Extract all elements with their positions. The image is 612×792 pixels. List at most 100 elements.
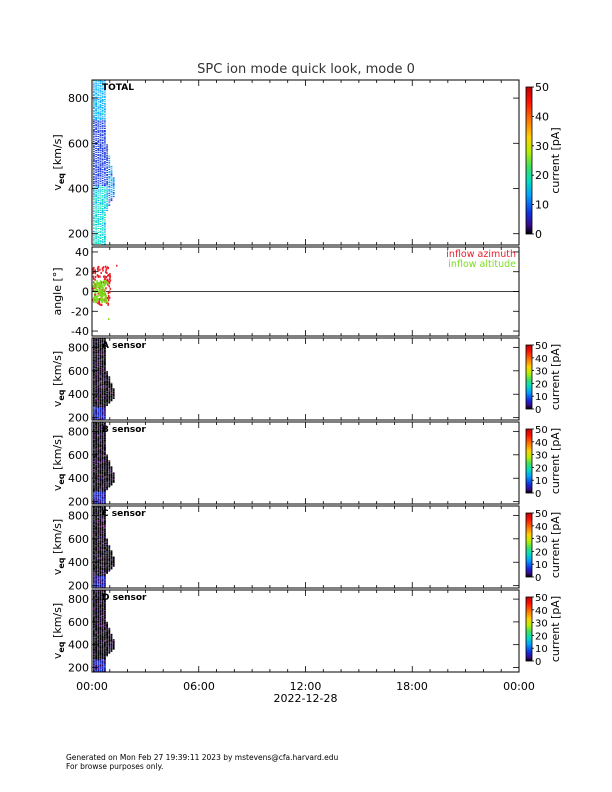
heatmap-cell bbox=[93, 224, 95, 226]
heatmap-cell bbox=[93, 596, 95, 598]
heatmap-cell bbox=[112, 189, 115, 191]
heatmap-cell bbox=[97, 494, 100, 496]
heatmap-cell bbox=[101, 438, 104, 440]
heatmap-cell bbox=[93, 191, 95, 193]
inflow-altitude-point bbox=[95, 288, 98, 291]
heatmap-cell bbox=[110, 384, 113, 386]
heatmap-cell bbox=[112, 559, 115, 561]
heatmap-cell bbox=[101, 481, 104, 483]
heatmap-cell bbox=[101, 483, 104, 485]
heatmap-cell bbox=[99, 130, 102, 132]
heatmap-cell bbox=[101, 234, 104, 236]
heatmap-cell bbox=[108, 631, 111, 633]
heatmap-cell bbox=[97, 592, 100, 594]
heatmap-cell bbox=[99, 613, 102, 615]
heatmap-cell bbox=[93, 660, 95, 662]
heatmap-cell bbox=[95, 600, 97, 602]
heatmap-cell bbox=[106, 627, 108, 629]
heatmap-cell bbox=[97, 510, 100, 512]
heatmap-cell bbox=[95, 402, 97, 404]
heatmap-cell bbox=[106, 541, 108, 543]
heatmap-cell bbox=[99, 574, 102, 576]
heatmap-cell bbox=[104, 367, 106, 369]
heatmap-cell bbox=[108, 570, 111, 572]
heatmap-cell bbox=[104, 573, 106, 575]
heatmap-cell bbox=[104, 602, 106, 604]
heatmap-cell bbox=[101, 368, 104, 370]
heatmap-cell bbox=[97, 644, 100, 646]
heatmap-cell bbox=[110, 190, 113, 192]
heatmap-cell bbox=[97, 623, 100, 625]
heatmap-cell bbox=[104, 498, 106, 500]
heatmap-cell bbox=[99, 485, 102, 487]
heatmap-cell bbox=[110, 471, 113, 473]
heatmap-cell bbox=[108, 483, 111, 485]
heatmap-cell bbox=[104, 668, 106, 670]
heatmap-cell bbox=[104, 458, 106, 460]
heatmap-cell bbox=[99, 601, 102, 603]
heatmap-cell bbox=[99, 630, 102, 632]
heatmap-cell bbox=[97, 540, 100, 542]
heatmap-cell bbox=[101, 402, 104, 404]
heatmap-cell bbox=[97, 457, 100, 459]
heatmap-cell bbox=[95, 608, 97, 610]
heatmap-cell bbox=[104, 402, 106, 404]
heatmap-cell bbox=[110, 469, 113, 471]
heatmap-cell bbox=[101, 452, 104, 454]
heatmap-cell bbox=[104, 525, 106, 527]
heatmap-cell bbox=[99, 113, 102, 115]
heatmap-cell bbox=[101, 620, 104, 622]
heatmap-cell bbox=[95, 539, 97, 541]
heatmap-cell bbox=[101, 129, 104, 131]
heatmap-cell bbox=[108, 378, 111, 380]
heatmap-cell bbox=[95, 498, 97, 500]
heatmap-cell bbox=[110, 559, 113, 561]
heatmap-cell bbox=[104, 473, 106, 475]
heatmap-cell bbox=[95, 450, 97, 452]
heatmap-cell bbox=[95, 112, 97, 114]
heatmap-cell bbox=[106, 549, 108, 551]
heatmap-cell bbox=[101, 149, 104, 151]
heatmap-cell bbox=[95, 526, 97, 528]
heatmap-cell bbox=[95, 654, 97, 656]
heatmap-cell bbox=[97, 556, 100, 558]
heatmap-cell bbox=[101, 615, 104, 617]
heatmap-cell bbox=[93, 104, 95, 106]
heatmap-cell bbox=[104, 96, 106, 98]
heatmap-cell bbox=[93, 393, 95, 395]
footer-line-2: For browse purposes only. bbox=[66, 762, 163, 771]
heatmap-cell bbox=[95, 149, 97, 151]
heatmap-cell bbox=[99, 469, 102, 471]
heatmap-cell bbox=[106, 540, 108, 542]
heatmap-cell bbox=[99, 225, 102, 227]
heatmap-cell bbox=[104, 475, 106, 477]
heatmap-cell bbox=[97, 483, 100, 485]
heatmap-cell bbox=[110, 567, 113, 569]
heatmap-cell bbox=[104, 122, 106, 124]
heatmap-cell bbox=[95, 376, 97, 378]
heatmap-cell bbox=[110, 480, 113, 482]
heatmap-cell bbox=[106, 552, 108, 554]
heatmap-cell bbox=[110, 468, 113, 470]
heatmap-cell bbox=[104, 360, 106, 362]
heatmap-cell bbox=[104, 163, 106, 165]
heatmap-cell bbox=[97, 428, 100, 430]
heatmap-cell bbox=[106, 371, 108, 373]
heatmap-cell bbox=[97, 449, 100, 451]
heatmap-cell bbox=[93, 614, 95, 616]
heatmap-cell bbox=[101, 459, 104, 461]
heatmap-cell bbox=[108, 553, 111, 555]
heatmap-cell bbox=[106, 372, 108, 374]
inflow-altitude-point bbox=[96, 300, 98, 303]
heatmap-cell bbox=[104, 413, 106, 415]
heatmap-cell bbox=[95, 394, 97, 396]
heatmap-cell bbox=[97, 497, 100, 499]
heatmap-cell bbox=[101, 618, 104, 620]
heatmap-cell bbox=[101, 174, 104, 176]
inflow-azimuth-point bbox=[98, 302, 100, 306]
heatmap-cell bbox=[101, 668, 104, 670]
heatmap-cell bbox=[97, 566, 100, 568]
heatmap-cell bbox=[99, 238, 102, 240]
heatmap-cell bbox=[112, 641, 115, 643]
heatmap-cell bbox=[97, 509, 100, 511]
